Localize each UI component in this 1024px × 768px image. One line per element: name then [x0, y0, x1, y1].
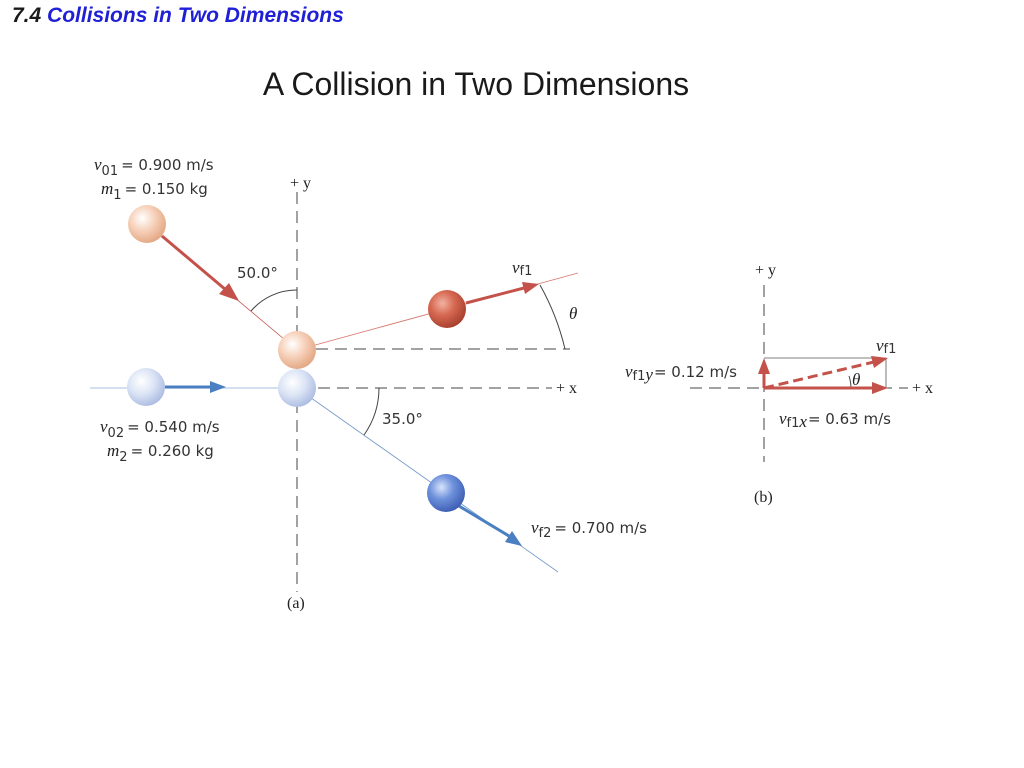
angle-arc-theta — [539, 284, 566, 350]
ball2-initial — [127, 368, 165, 406]
axis-label-y: + y — [290, 175, 311, 192]
ball2-final — [427, 474, 465, 512]
label-vf1: vf1 — [512, 258, 532, 279]
angle-arc-50 — [250, 289, 298, 312]
arrow-vf1x-head — [872, 382, 888, 394]
ball1-initial — [128, 205, 166, 243]
b-label-vf1: vf1 — [876, 336, 896, 357]
section-header: 7.4 Collisions in Two Dimensions — [12, 4, 344, 28]
label-v01: v01 = 0.900 m/s — [94, 155, 214, 179]
arrow-vf1y-head — [758, 358, 770, 374]
section-title: Collisions in Two Dimensions — [47, 4, 344, 27]
arrow-vf1-resultant-head — [871, 356, 888, 368]
arrow-vf1-resultant — [763, 360, 875, 390]
figure-a: + y + x v01 = 0.900 m/s m1 = 0.150 kg 50.0… — [90, 155, 647, 612]
label-m1: m1 = 0.150 kg — [101, 179, 208, 203]
b-axis-label-y: + y — [755, 262, 776, 279]
label-vf2: vf2 = 0.700 m/s — [531, 518, 647, 541]
slide-title: A Collision in Two Dimensions — [262, 66, 690, 102]
ball1-at-collision — [278, 331, 316, 369]
label-angle-50: 50.0° — [237, 264, 278, 282]
angle-arc-35 — [363, 387, 380, 436]
arrow-v01-head — [219, 283, 239, 301]
b-axis-label-x: + x — [912, 380, 933, 397]
b-label-vf1y: vf1y= 0.12 m/s — [625, 362, 737, 384]
figure-b: + y + x vf1 vf1y= 0.12 m/s θ vf1x= 0.63 … — [625, 262, 933, 506]
arrow-v01 — [161, 234, 227, 292]
caption-b: (b) — [754, 489, 773, 506]
ball1-final — [428, 290, 466, 328]
label-v02: v02 = 0.540 m/s — [100, 417, 220, 441]
arrow-vf1 — [465, 286, 525, 305]
label-m2: m2 = 0.260 kg — [107, 441, 214, 465]
arrow-vf1-head — [522, 282, 539, 294]
ball2-at-collision — [278, 369, 316, 407]
caption-a: (a) — [287, 595, 305, 612]
label-theta-b: θ — [852, 370, 860, 389]
b-label-vf1x: vf1x= 0.63 m/s — [779, 409, 891, 431]
arrow-vf2 — [458, 504, 510, 538]
b-angle-arc-theta — [848, 375, 852, 389]
arrow-v02-head — [210, 381, 226, 393]
label-angle-35: 35.0° — [382, 410, 423, 428]
section-number: 7.4 — [12, 4, 42, 27]
label-theta-a: θ — [569, 304, 577, 323]
arrow-vf2-head — [505, 531, 522, 546]
axis-label-x: + x — [556, 380, 577, 397]
